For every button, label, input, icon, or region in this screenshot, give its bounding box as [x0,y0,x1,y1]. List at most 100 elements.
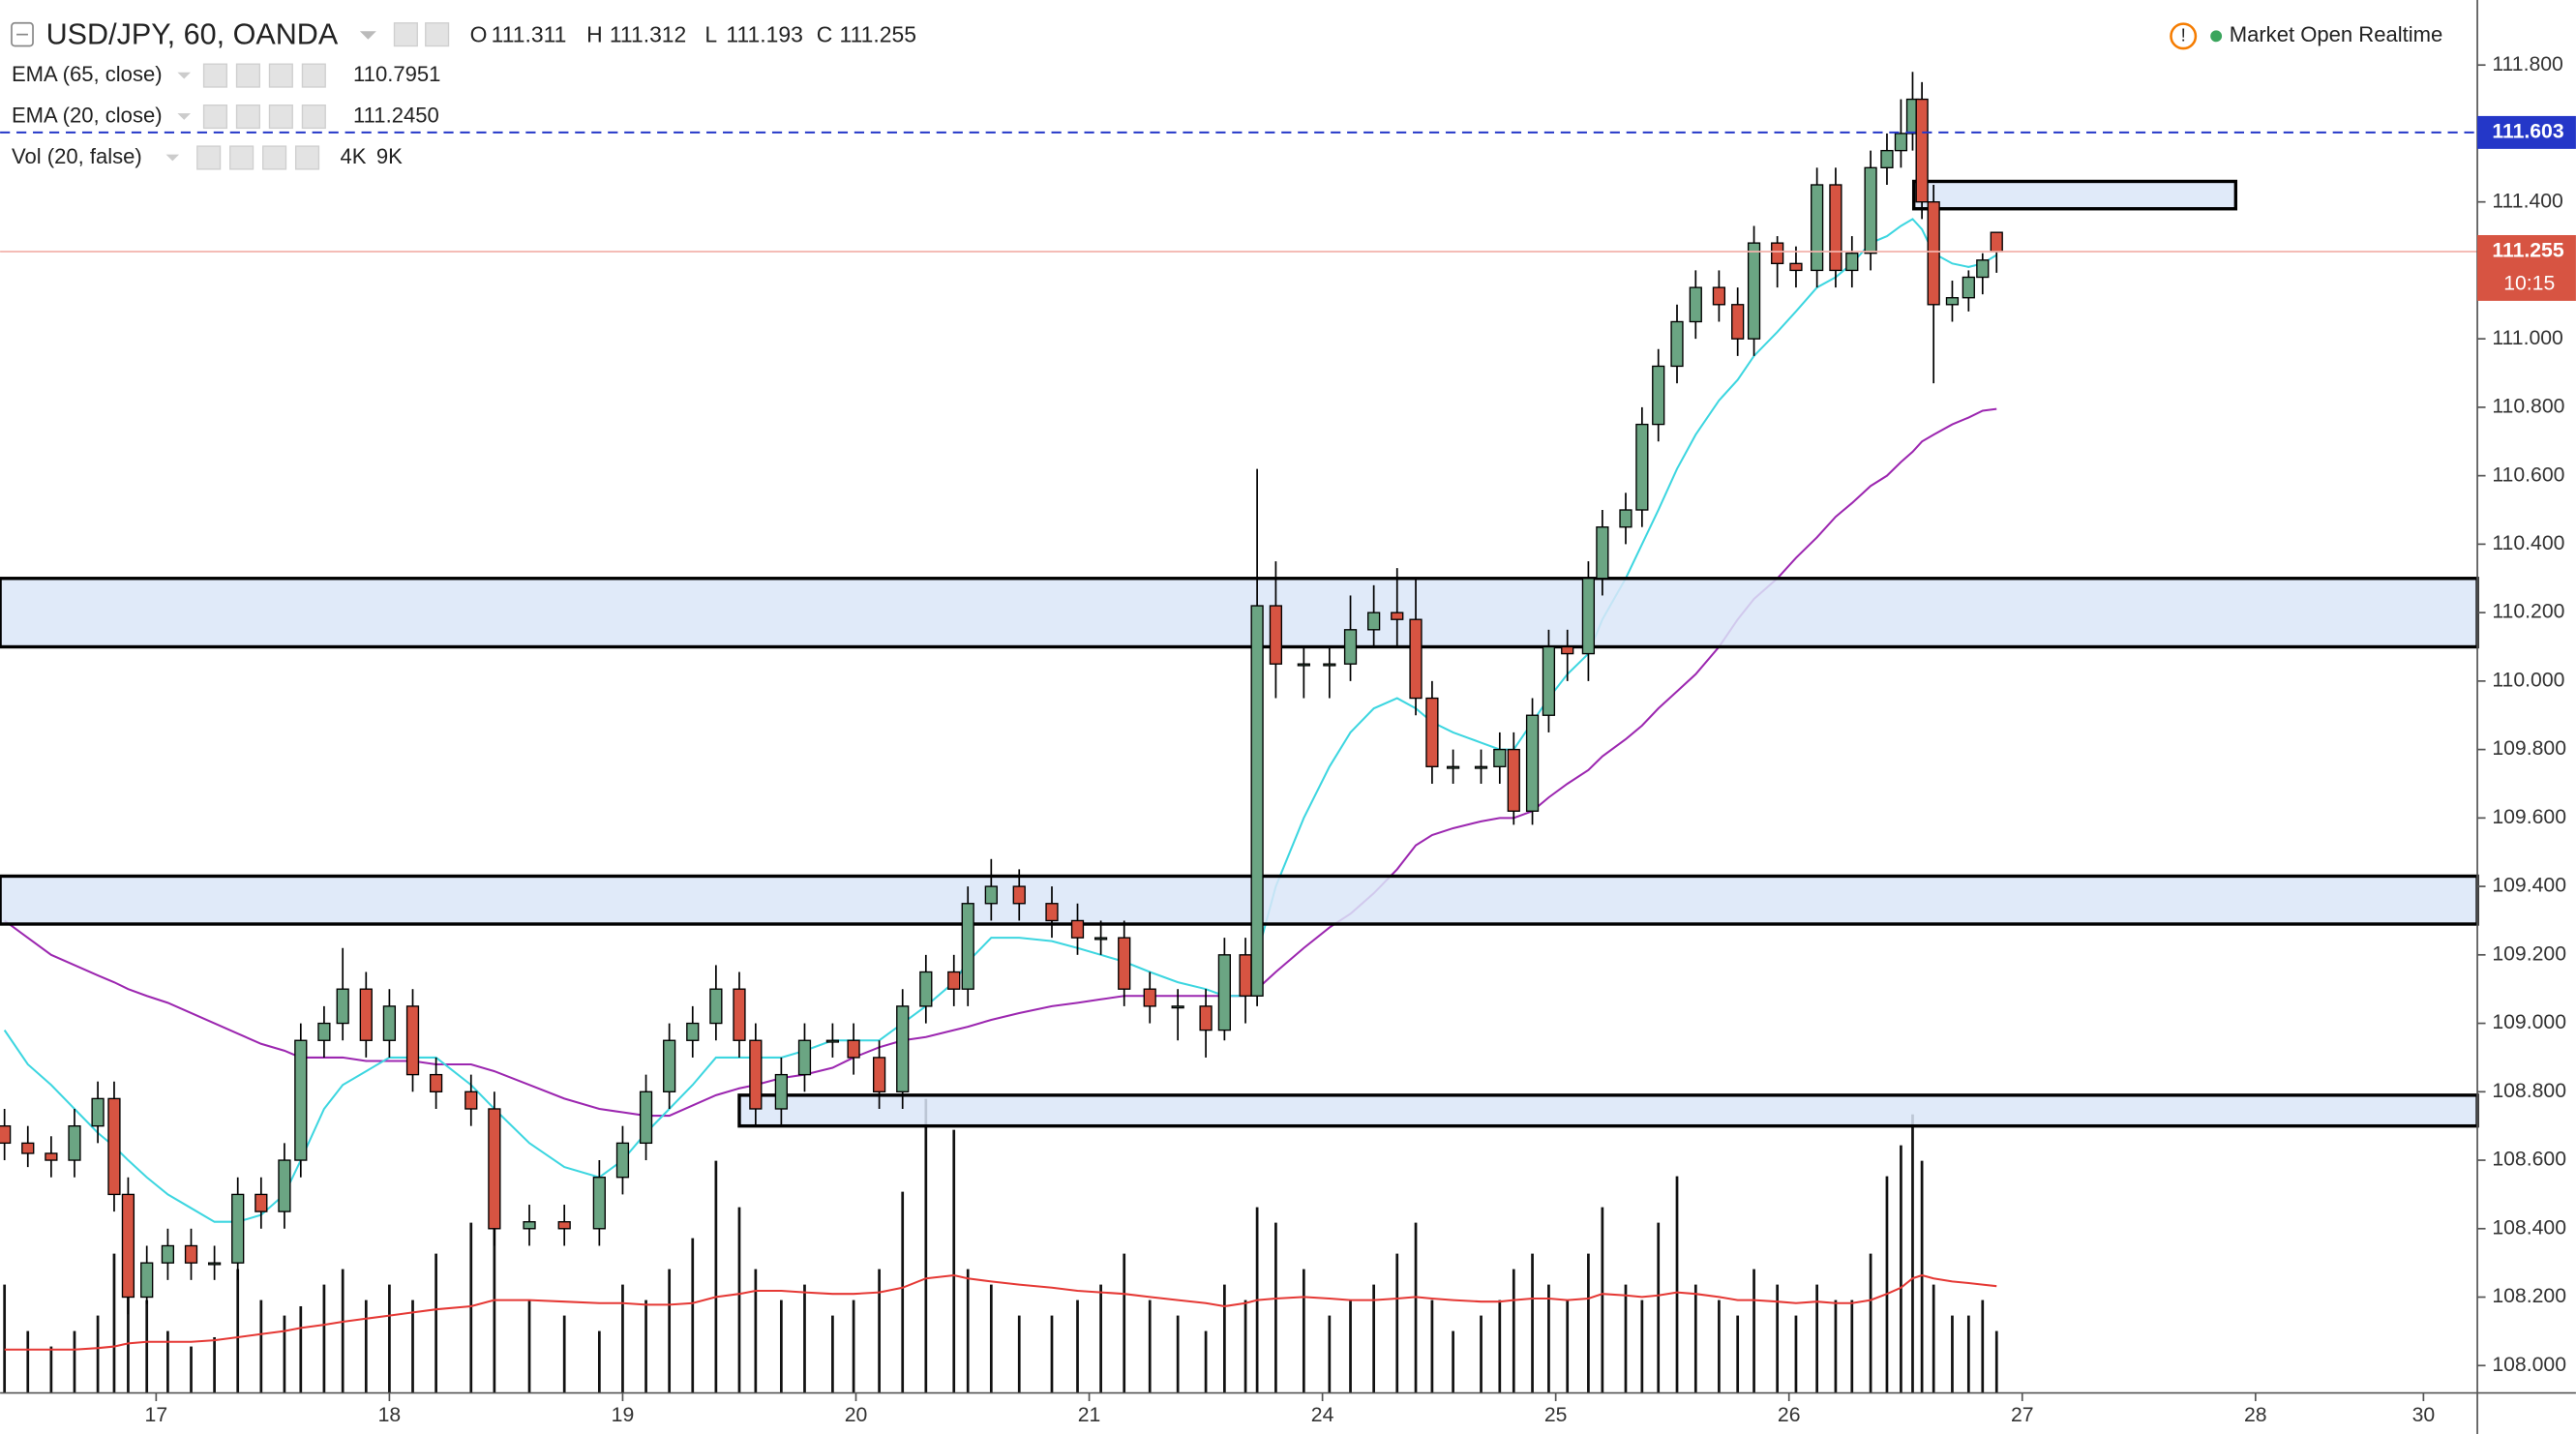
icon[interactable] [262,145,287,170]
candle-body [1507,748,1520,812]
candle-body [797,1039,812,1076]
candle-body [1171,1005,1184,1009]
volume-bar [780,1300,783,1393]
volume-bar [434,1253,437,1393]
volume-bar [1951,1315,1954,1393]
y-tick-label: 109.800 [2492,737,2566,760]
volume-bar [1148,1300,1152,1393]
candle-body [91,1097,105,1127]
candle-body [1581,578,1596,655]
indicator-value: 4K [340,144,366,168]
symbol-dropdown[interactable] [359,31,376,40]
x-tick-label: 18 [378,1404,402,1426]
candle-body [872,1057,886,1092]
candle-body [1619,509,1632,528]
volume-bar [878,1269,881,1393]
y-tick-label: 109.600 [2492,806,2566,828]
candle-body [140,1262,154,1299]
volume-bar [26,1330,30,1393]
candle-body [0,1124,12,1145]
candle-body [68,1124,81,1161]
volume-bar [621,1284,624,1393]
market-status: Market Open Realtime [2230,22,2443,46]
icon[interactable] [196,145,222,170]
icon[interactable] [229,145,255,170]
x-tick-label: 17 [145,1404,168,1426]
candle-body [749,1039,763,1110]
volume-bar [1328,1315,1332,1393]
candle-body [1652,365,1665,426]
indicator-dropdown[interactable] [177,72,192,79]
candle-body [1990,231,2003,253]
volume-bar [1452,1330,1454,1393]
icon[interactable] [268,104,293,130]
volume-bar [852,1300,855,1393]
ohlc-key: C [817,21,833,46]
volume-bar [1815,1284,1818,1393]
icon[interactable] [301,104,326,130]
icon[interactable] [202,104,228,130]
candle-body [1425,697,1439,767]
candle-body [1771,242,1784,265]
volume-bar [3,1284,7,1393]
volume-bar [1512,1269,1515,1393]
indicator-value: 110.7951 [353,62,440,86]
x-tick-label: 27 [2011,1404,2034,1426]
candle-body [847,1039,860,1059]
ohlc-value: 111.255 [840,21,916,46]
candle-body [464,1090,478,1110]
candle-body [1474,765,1488,769]
y-tick-label: 109.200 [2492,942,2566,965]
candle-body [1670,320,1684,368]
chart-title: USD/JPY, 60, OANDA [46,17,339,50]
settings-icon[interactable] [393,22,418,47]
volume-bar [924,1098,928,1393]
icon[interactable] [294,145,320,170]
volume-bar [1547,1284,1550,1393]
y-tick-label: 111.800 [2492,53,2563,75]
candle-body [1343,629,1358,665]
candle-body [592,1177,606,1230]
icon[interactable] [301,63,326,88]
alert-price-label: 111.603 [2492,120,2564,142]
volume-bar [1050,1315,1054,1393]
volume-bar [1834,1300,1838,1393]
volume-bar [1349,1300,1352,1393]
countdown-label: 10:15 [2503,273,2555,295]
candle-body [1945,297,1960,306]
y-tick-label: 110.200 [2492,601,2564,623]
icon[interactable] [268,63,293,88]
volume-bar [73,1330,76,1393]
indicator-dropdown[interactable] [165,154,180,162]
candle-body [1689,286,1702,323]
candle-body [709,988,723,1025]
indicator-dropdown[interactable] [177,113,192,120]
y-tick-label: 108.800 [2492,1080,2566,1102]
volume-bar [190,1346,193,1393]
candle-body [1880,149,1894,168]
icon[interactable] [202,63,228,88]
warning-icon[interactable] [2170,22,2198,50]
icon[interactable] [235,104,260,130]
candle-body [1811,184,1824,272]
indicator-icons [196,145,320,170]
x-tick-label: 26 [1778,1404,1801,1426]
candle-body [686,1022,700,1041]
volume-bar [668,1269,672,1393]
x-tick-label: 21 [1078,1404,1101,1426]
zone [737,1093,2479,1128]
settings-icon[interactable] [425,22,450,47]
volume-bar [96,1315,100,1393]
candle-body [961,903,974,990]
y-tick-label: 108.200 [2492,1285,2566,1307]
volume-bar [322,1284,326,1393]
candle-body [947,971,961,990]
candle-body [1789,262,1803,272]
candle-body [1118,937,1131,990]
icon[interactable] [235,63,260,88]
warning-icon-mark: ! [2181,24,2186,45]
candle-body [1927,201,1940,306]
volume-bar [166,1330,169,1393]
price-box [2477,234,2576,301]
candle-body [1915,98,1929,203]
